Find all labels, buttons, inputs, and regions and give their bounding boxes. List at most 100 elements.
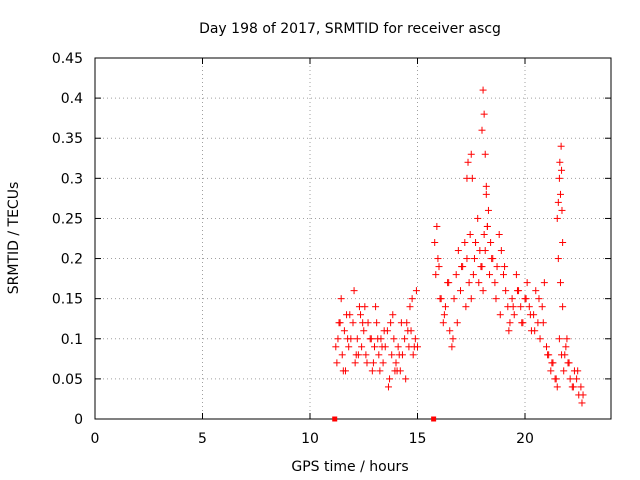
data-point: [357, 311, 365, 319]
data-point: [573, 375, 581, 383]
data-point: [412, 287, 420, 295]
x-tick-label: 20: [516, 431, 534, 447]
data-point: [493, 263, 501, 271]
data-point: [441, 303, 449, 311]
data-point: [462, 303, 470, 311]
data-point: [510, 311, 518, 319]
data-point: [454, 247, 462, 255]
data-point: [556, 190, 564, 198]
data-point: [402, 375, 410, 383]
data-point: [469, 271, 477, 279]
data-point: [440, 311, 448, 319]
data-point: [394, 343, 402, 351]
data-point: [502, 287, 510, 295]
plot-frame: [94, 57, 612, 420]
x-tick-label: 0: [91, 431, 100, 447]
data-point: [506, 319, 514, 327]
data-point: [554, 198, 562, 206]
data-point: [517, 303, 525, 311]
data-point: [372, 303, 380, 311]
data-point: [566, 375, 574, 383]
grid: [95, 58, 611, 419]
data-point: [464, 158, 472, 166]
y-tick-label: 0.25: [52, 211, 83, 227]
y-tick-label: 0.05: [52, 372, 83, 388]
data-point: [509, 303, 517, 311]
data-point: [388, 351, 396, 359]
data-point: [373, 319, 381, 327]
data-point: [565, 359, 573, 367]
data-point: [558, 206, 566, 214]
data-point: [380, 327, 388, 335]
data-point: [409, 351, 417, 359]
data-point: [390, 335, 398, 343]
data-point: [483, 222, 491, 230]
data-point: [556, 279, 564, 287]
data-point: [337, 295, 345, 303]
data-point: [501, 263, 509, 271]
data-point: [379, 359, 387, 367]
data-point: [392, 359, 400, 367]
data-point: [553, 214, 561, 222]
data-point: [535, 295, 543, 303]
data-point: [477, 263, 485, 271]
data-point: [547, 367, 555, 375]
data-point: [554, 255, 562, 263]
data-point: [401, 335, 409, 343]
data-point: [406, 303, 414, 311]
y-tick-label: 0.2: [61, 252, 83, 268]
data-point: [548, 359, 556, 367]
data-point: [449, 335, 457, 343]
data-point: [497, 247, 505, 255]
data-point: [387, 319, 395, 327]
data-point: [359, 319, 367, 327]
data-point: [351, 359, 359, 367]
data-point: [559, 303, 567, 311]
data-point: [523, 279, 531, 287]
data-point: [338, 351, 346, 359]
data-point: [453, 319, 461, 327]
data-point: [481, 247, 489, 255]
data-point: [448, 343, 456, 351]
data-point: [345, 343, 353, 351]
data-point: [349, 319, 357, 327]
data-point: [408, 295, 416, 303]
data-point: [486, 271, 494, 279]
data-point: [369, 359, 377, 367]
data-point: [539, 319, 547, 327]
data-point: [555, 174, 563, 182]
data-point: [344, 335, 352, 343]
data-point: [479, 86, 487, 94]
data-point: [360, 327, 368, 335]
data-point: [452, 271, 460, 279]
data-point: [335, 319, 343, 327]
data-point: [544, 351, 552, 359]
data-point: [525, 303, 533, 311]
data-point: [487, 239, 495, 247]
data-point: [435, 263, 443, 271]
data-point: [562, 343, 570, 351]
data-point: [508, 295, 516, 303]
data-point: [395, 351, 403, 359]
x-tick-label: 10: [301, 431, 319, 447]
data-point: [560, 367, 568, 375]
data-point: [439, 319, 447, 327]
data-point: [378, 343, 386, 351]
data-point: [375, 351, 383, 359]
data-point: [553, 383, 561, 391]
data-point: [450, 295, 458, 303]
y-tick-label: 0.45: [52, 51, 83, 67]
data-point: [358, 343, 366, 351]
data-point: [468, 174, 476, 182]
data-point: [518, 319, 526, 327]
data-point: [505, 327, 513, 335]
data-point: [362, 351, 370, 359]
data-point: [463, 255, 471, 263]
data-point: [540, 279, 548, 287]
data-point: [472, 239, 480, 247]
y-tick-label: 0.4: [61, 91, 83, 107]
y-tick-label: 0.15: [52, 292, 83, 308]
data-point: [361, 303, 369, 311]
y-axis-label: SRMTID / TECUs: [6, 182, 22, 295]
data-point: [389, 311, 397, 319]
